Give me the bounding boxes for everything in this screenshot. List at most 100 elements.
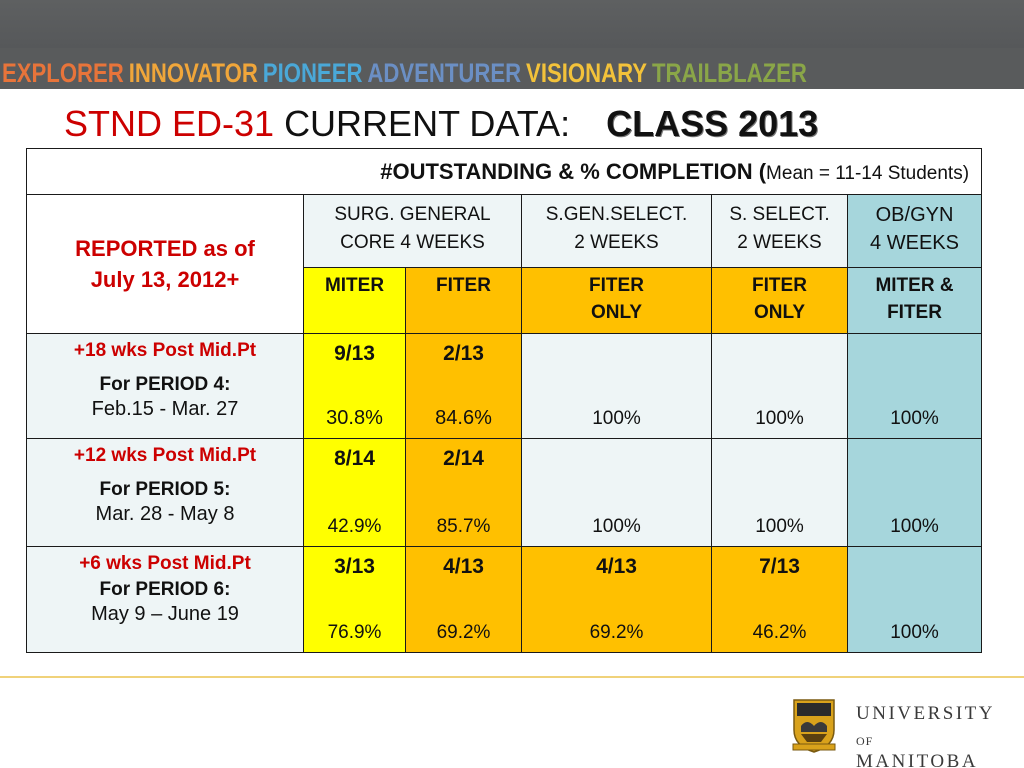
logo-of: OF xyxy=(856,734,874,748)
completion-percent: 100% xyxy=(890,408,939,429)
data-cell: 2/14 85.7% xyxy=(405,438,522,547)
sub-header-line: MITER & xyxy=(875,275,954,296)
banner-word-adventurer: ADVENTURER xyxy=(367,58,522,88)
outstanding-count: 2/13 xyxy=(443,342,484,365)
title-class: CLASS 2013 xyxy=(606,103,819,144)
column-header-line: S.GEN.SELECT. xyxy=(545,204,688,225)
outstanding-count: 4/13 xyxy=(443,555,484,578)
completion-percent: 100% xyxy=(755,408,804,429)
period-dates: Mar. 28 - May 8 xyxy=(95,503,235,525)
sub-header-fiter-only: FITER ONLY xyxy=(521,267,712,334)
period-window: +6 wks Post Mid.Pt xyxy=(79,553,251,574)
completion-table: #OUTSTANDING & % COMPLETION (Mean = 11-1… xyxy=(25,148,983,653)
sub-header-fiter-only: FITER ONLY xyxy=(711,267,848,334)
column-header-surg-general: SURG. GENERAL CORE 4 WEEKS xyxy=(303,194,522,268)
data-cell: 7/13 46.2% xyxy=(711,546,848,653)
data-cell: 100% xyxy=(521,333,712,439)
reported-line-1: REPORTED as of xyxy=(75,236,255,261)
column-header-line: 2 WEEKS xyxy=(737,232,822,253)
sub-header-fiter: FITER xyxy=(405,267,522,334)
period-cell: +12 wks Post Mid.Pt For PERIOD 5: Mar. 2… xyxy=(26,438,304,547)
data-cell: 100% xyxy=(846,333,983,439)
logo-university: UNIVERSITY xyxy=(856,703,995,724)
top-banner: EXPLORER INNOVATOR PIONEER ADVENTURER VISION… xyxy=(0,0,1024,89)
column-header-line: 4 WEEKS xyxy=(870,232,959,254)
column-header-line: 2 WEEKS xyxy=(574,232,659,253)
completion-percent: 30.8% xyxy=(326,407,383,429)
banner-words: EXPLORER INNOVATOR PIONEER ADVENTURER VISION… xyxy=(2,56,812,90)
data-cell: 100% xyxy=(521,438,712,547)
banner-shade xyxy=(0,0,1024,48)
column-header-obgyn: OB/GYN 4 WEEKS xyxy=(846,194,983,268)
completion-percent: 100% xyxy=(890,622,939,643)
column-header-s-select: S. SELECT. 2 WEEKS xyxy=(711,194,848,268)
data-cell: 3/13 76.9% xyxy=(303,546,406,653)
title-course: STND ED-31 xyxy=(64,103,275,144)
period-label: For PERIOD 4: xyxy=(99,374,231,395)
sub-header-line: FITER xyxy=(887,302,942,323)
data-cell: 8/14 42.9% xyxy=(303,438,406,547)
period-window: +12 wks Post Mid.Pt xyxy=(73,445,257,466)
outstanding-count: 8/14 xyxy=(334,447,375,470)
completion-percent: 69.2% xyxy=(436,622,491,643)
sub-header-line: ONLY xyxy=(753,302,806,323)
table-header-main: #OUTSTANDING & % COMPLETION ( xyxy=(380,158,767,184)
period-window: +18 wks Post Mid.Pt xyxy=(73,340,257,361)
period-dates: May 9 – June 19 xyxy=(91,603,239,625)
title-current-data: CURRENT DATA: xyxy=(284,103,571,144)
outstanding-count: 2/14 xyxy=(443,447,484,470)
column-header-line: OB/GYN xyxy=(875,204,954,226)
data-cell: 100% xyxy=(711,333,848,439)
table-header-mean: Mean = 11-14 Students) xyxy=(766,162,970,184)
banner-word-visionary: VISIONARY xyxy=(526,58,648,88)
outstanding-count: 9/13 xyxy=(334,342,375,365)
outstanding-count: 7/13 xyxy=(759,555,800,578)
outstanding-count: 3/13 xyxy=(334,555,375,578)
completion-percent: 85.7% xyxy=(436,516,491,537)
banner-word-pioneer: PIONEER xyxy=(262,58,363,88)
sub-header-line: ONLY xyxy=(590,302,643,323)
completion-percent: 84.6% xyxy=(435,407,492,429)
completion-percent: 100% xyxy=(890,516,939,537)
sub-header-line: FITER xyxy=(436,275,491,296)
completion-percent: 100% xyxy=(592,408,641,429)
sub-header-line: FITER xyxy=(589,275,644,296)
sub-header-miter: MITER xyxy=(303,267,406,334)
logo-of-manitoba: OF MANITOBA xyxy=(856,729,996,768)
data-cell: 100% xyxy=(711,438,848,547)
data-cell: 100% xyxy=(846,546,983,653)
completion-percent: 100% xyxy=(755,516,804,537)
period-label: For PERIOD 5: xyxy=(99,479,231,500)
banner-word-innovator: INNOVATOR xyxy=(128,58,258,88)
column-header-line: S. SELECT. xyxy=(729,204,830,225)
data-cell: 9/13 30.8% xyxy=(303,333,406,439)
data-cell: 4/13 69.2% xyxy=(405,546,522,653)
completion-percent: 42.9% xyxy=(327,516,382,537)
column-header-line: SURG. GENERAL xyxy=(334,204,491,225)
completion-percent: 100% xyxy=(592,516,641,537)
slide-title: STND ED-31 CURRENT DATA: CLASS 2013 xyxy=(64,102,984,146)
reported-as-of-cell: REPORTED as of July 13, 2012+ xyxy=(26,194,304,334)
university-logo-text: UNIVERSITY OF MANITOBA xyxy=(856,703,996,768)
column-header-sgen-select: S.GEN.SELECT. 2 WEEKS xyxy=(521,194,712,268)
sub-header-line: MITER xyxy=(324,275,385,296)
period-dates: Feb.15 - Mar. 27 xyxy=(91,398,239,420)
completion-percent: 46.2% xyxy=(752,622,807,643)
period-cell: +18 wks Post Mid.Pt For PERIOD 4: Feb.15… xyxy=(26,333,304,439)
data-cell: 100% xyxy=(846,438,983,547)
completion-percent: 76.9% xyxy=(327,622,382,643)
data-cell: 2/13 84.6% xyxy=(405,333,522,439)
outstanding-count: 4/13 xyxy=(596,555,637,578)
column-header-line: CORE 4 WEEKS xyxy=(340,232,485,253)
sub-header-line: FITER xyxy=(752,275,807,296)
table-header: #OUTSTANDING & % COMPLETION (Mean = 11-1… xyxy=(25,148,983,195)
period-cell: +6 wks Post Mid.Pt For PERIOD 6: May 9 –… xyxy=(26,546,304,653)
period-label: For PERIOD 6: xyxy=(99,579,231,600)
university-crest-icon xyxy=(792,699,836,753)
data-cell: 4/13 69.2% xyxy=(521,546,712,653)
reported-line-2: July 13, 2012+ xyxy=(90,267,240,292)
completion-percent: 69.2% xyxy=(589,622,644,643)
logo-manitoba: MANITOBA xyxy=(856,751,979,768)
banner-word-trailblazer: TRAILBLAZER xyxy=(651,58,807,88)
sub-header-miter-fiter: MITER & FITER xyxy=(846,267,983,334)
